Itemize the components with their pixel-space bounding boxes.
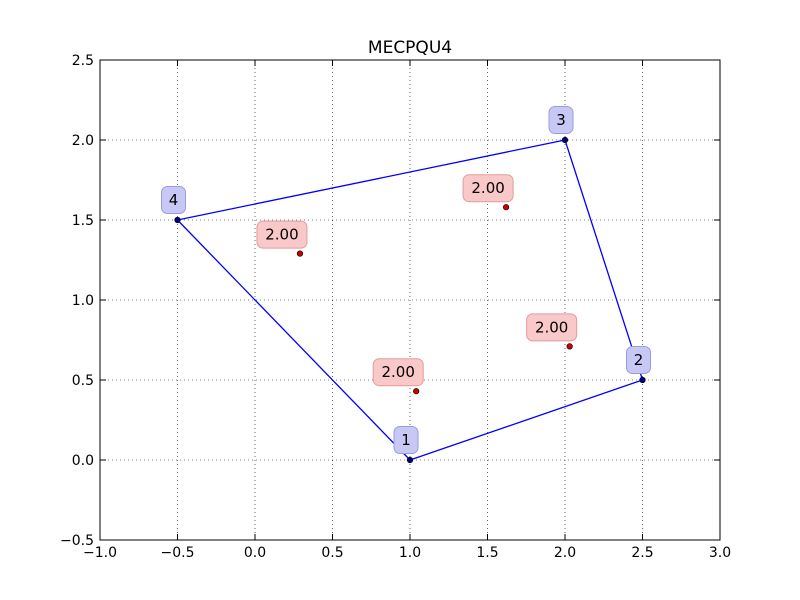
y-tick-label: 2.5 bbox=[72, 53, 94, 69]
quadrature-point: 2.00 bbox=[256, 220, 308, 257]
quadrature-marker bbox=[413, 388, 420, 395]
quadrature-label-box bbox=[256, 220, 308, 249]
node-marker bbox=[174, 216, 181, 224]
chart-title: MECPQU4 bbox=[368, 38, 452, 58]
axis-ticks: −1.0 −0.5 0.0 0.5 1.0 1.5 2.0 2.5 3.0−0.50.00.51… bbox=[60, 53, 731, 561]
y-tick-label: 0.5 bbox=[72, 373, 94, 389]
x-tick-label: 2.0 bbox=[554, 545, 576, 561]
node-label-box bbox=[548, 106, 574, 134]
node-label-box bbox=[393, 426, 419, 454]
quadrature-label: 2.00 bbox=[265, 226, 298, 244]
node-label: 1 bbox=[401, 431, 411, 449]
node-marker bbox=[406, 456, 414, 464]
quadrature-marker bbox=[503, 204, 510, 211]
node-label: 3 bbox=[556, 111, 566, 129]
quadrature-points: 2.00 2.00 2.00 2.00 bbox=[256, 174, 578, 395]
y-tick-label: 1.0 bbox=[72, 293, 94, 309]
node-label-box bbox=[161, 186, 186, 214]
y-tick-label: 0.0 bbox=[72, 453, 94, 469]
x-tick-label: −1.0 bbox=[83, 545, 117, 561]
quadrature-point: 2.00 bbox=[526, 313, 578, 350]
y-tick-label: 2.0 bbox=[72, 133, 94, 149]
x-tick-label: −0.5 bbox=[161, 545, 195, 561]
x-tick-label: 2.5 bbox=[631, 545, 653, 561]
x-tick-label: 1.0 bbox=[399, 545, 421, 561]
quadrature-label-box bbox=[462, 174, 514, 203]
x-tick-label: 0.0 bbox=[244, 545, 266, 561]
quadrature-marker bbox=[296, 250, 304, 257]
quadrature-label: 2.00 bbox=[471, 179, 504, 197]
element-nodes: 1 2 3 4 bbox=[161, 106, 651, 464]
quadrature-label-box bbox=[526, 313, 578, 342]
quadrature-label: 2.00 bbox=[381, 363, 414, 381]
quadrature-marker bbox=[566, 343, 573, 350]
x-tick-label: 3.0 bbox=[709, 545, 731, 561]
node-label: 4 bbox=[169, 191, 179, 209]
y-tick-label: 1.5 bbox=[72, 213, 94, 229]
node-4: 4 bbox=[161, 186, 186, 224]
node-1: 1 bbox=[393, 426, 419, 464]
quadrature-label: 2.00 bbox=[535, 318, 568, 336]
node-label-box bbox=[626, 346, 651, 374]
x-tick-label: 0.5 bbox=[321, 545, 343, 561]
x-tick-label: 1.5 bbox=[476, 545, 498, 561]
quadrature-label-box bbox=[372, 358, 424, 387]
node-2: 2 bbox=[626, 346, 651, 384]
node-3: 3 bbox=[548, 106, 574, 144]
y-tick-label: −0.5 bbox=[60, 533, 94, 549]
quadrature-point: 2.00 bbox=[462, 174, 514, 211]
node-marker bbox=[561, 136, 569, 144]
node-marker bbox=[639, 376, 646, 384]
node-label: 2 bbox=[634, 351, 644, 369]
quadrature-point: 2.00 bbox=[372, 358, 424, 395]
